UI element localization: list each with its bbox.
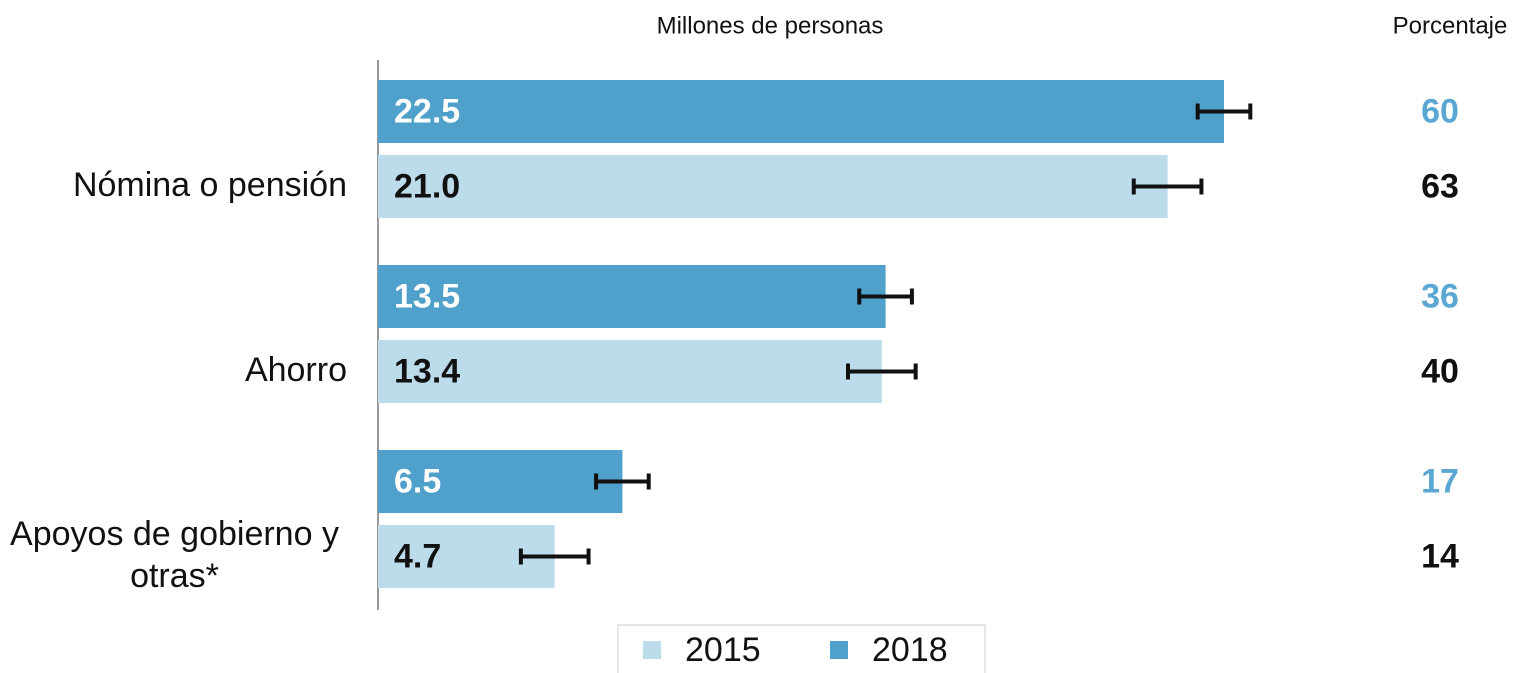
value-label: 6.5 <box>394 462 441 500</box>
legend-swatch <box>643 641 661 659</box>
percent-label: 36 <box>1421 277 1459 315</box>
legend-label: 2015 <box>685 631 761 669</box>
value-label: 22.5 <box>394 92 460 130</box>
category-text: Nómina o pensión <box>72 165 347 204</box>
bar <box>378 450 623 513</box>
legend-box <box>617 624 986 673</box>
category-label: Apoyos de gobierno y otras* <box>2 513 347 597</box>
value-label: 21.0 <box>394 167 460 205</box>
category-label: Ahorro <box>2 349 347 391</box>
legend-swatch <box>830 641 848 659</box>
chart-title: Millones de personas <box>657 12 884 39</box>
category-label: Nómina o pensión <box>2 164 347 206</box>
value-label: 13.5 <box>394 277 460 315</box>
percent-title: Porcentaje <box>1393 12 1508 39</box>
percent-label: 60 <box>1421 92 1459 130</box>
value-label: 4.7 <box>394 537 441 575</box>
bar <box>378 340 882 403</box>
percent-label: 63 <box>1421 167 1459 205</box>
legend-label: 2018 <box>872 631 948 669</box>
percent-label: 17 <box>1421 462 1459 500</box>
bar <box>378 80 1224 143</box>
category-text: Apoyos de gobierno y otras* <box>10 514 339 595</box>
bar <box>378 265 886 328</box>
value-label: 13.4 <box>394 352 460 390</box>
percent-label: 14 <box>1421 537 1459 575</box>
category-text: Ahorro <box>244 350 347 389</box>
percent-label: 40 <box>1421 352 1459 390</box>
bar <box>378 155 1168 218</box>
